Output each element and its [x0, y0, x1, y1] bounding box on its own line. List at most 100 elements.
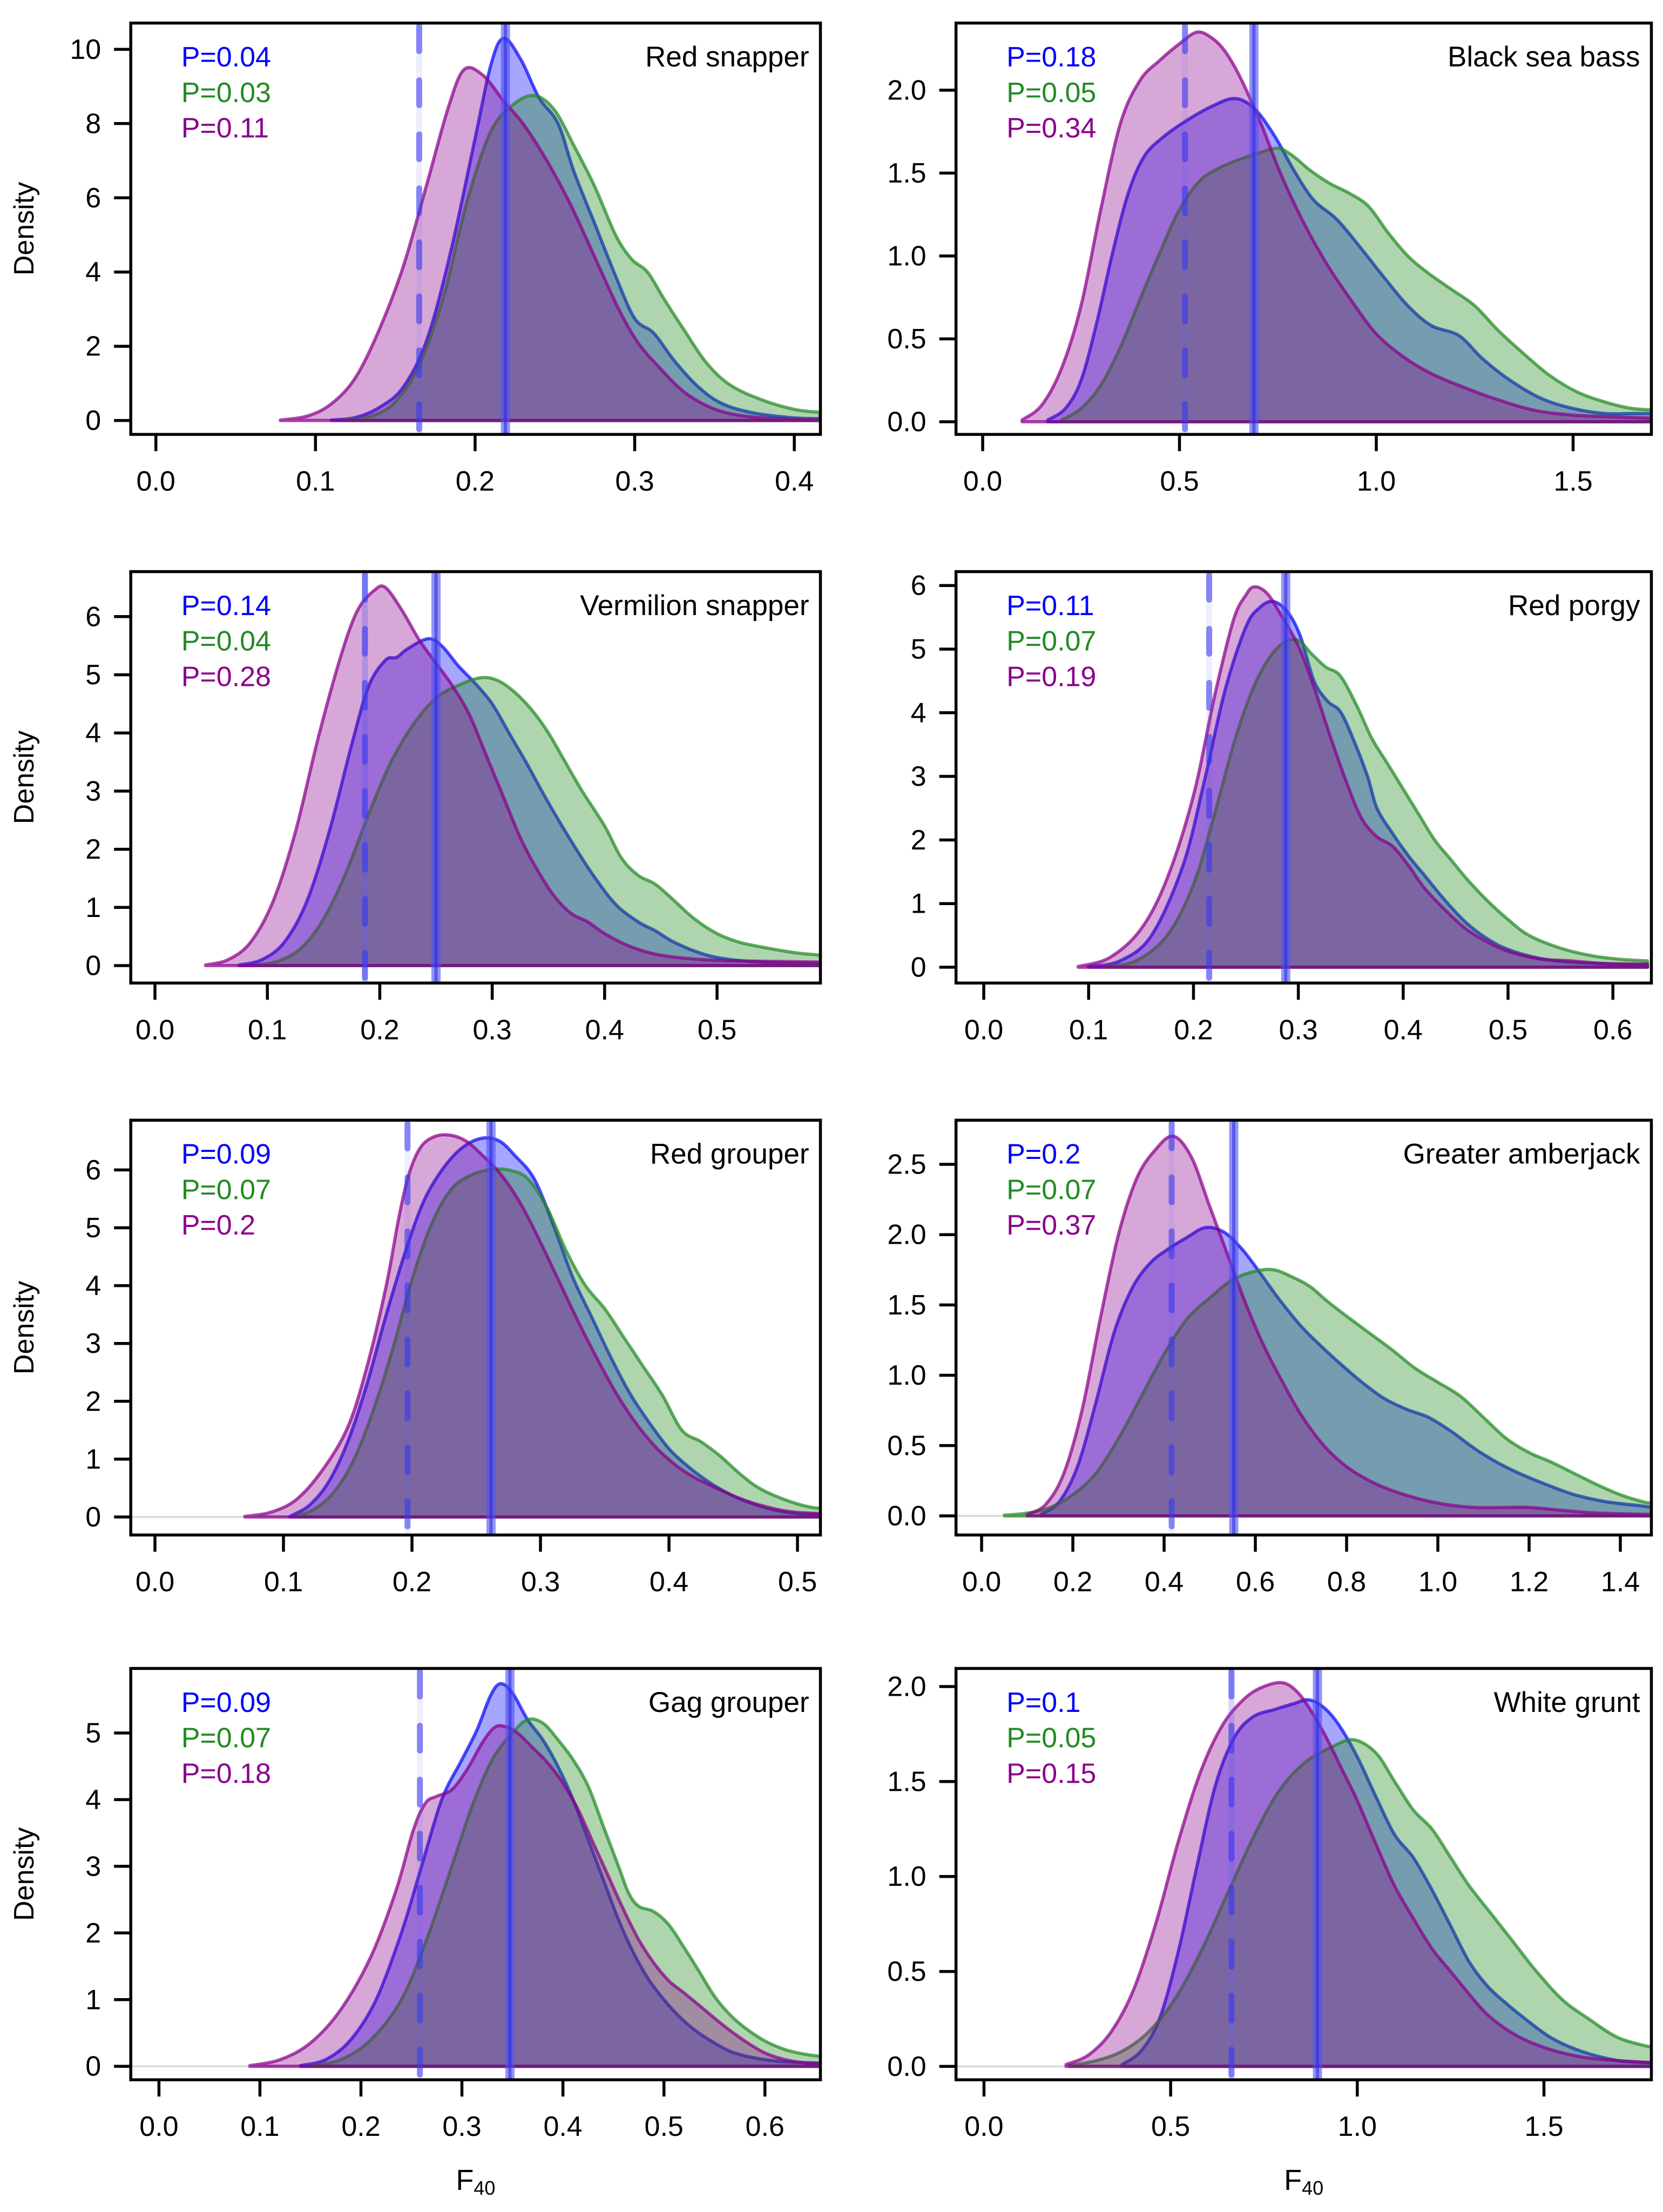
svg-text:P=0.09: P=0.09: [181, 1139, 271, 1170]
svg-text:0.0: 0.0: [964, 2111, 1003, 2142]
svg-text:3: 3: [85, 775, 101, 807]
svg-text:0.4: 0.4: [775, 466, 814, 497]
svg-text:2.0: 2.0: [887, 1671, 926, 1703]
svg-text:1: 1: [911, 888, 927, 920]
svg-text:3: 3: [911, 761, 927, 792]
svg-text:1: 1: [85, 892, 101, 923]
svg-text:1.0: 1.0: [1338, 2111, 1377, 2142]
svg-text:2: 2: [85, 834, 101, 865]
svg-text:0.3: 0.3: [1279, 1014, 1317, 1046]
svg-text:P=0.07: P=0.07: [1006, 1174, 1096, 1205]
svg-text:P=0.28: P=0.28: [181, 661, 271, 692]
svg-text:0.4: 0.4: [1145, 1566, 1184, 1597]
svg-text:0.0: 0.0: [962, 1566, 1001, 1597]
svg-text:2.0: 2.0: [887, 1219, 926, 1251]
svg-text:Red grouper: Red grouper: [650, 1138, 809, 1170]
svg-text:0.5: 0.5: [1160, 466, 1199, 497]
svg-text:P=0.03: P=0.03: [181, 77, 271, 109]
svg-text:0.2: 0.2: [1053, 1566, 1092, 1597]
svg-text:1: 1: [85, 1444, 101, 1475]
svg-text:1.0: 1.0: [887, 1861, 926, 1892]
svg-text:0.2: 0.2: [456, 466, 495, 497]
svg-text:P=0.37: P=0.37: [1006, 1210, 1096, 1241]
svg-text:6: 6: [85, 183, 101, 214]
svg-text:0.6: 0.6: [1593, 1014, 1632, 1046]
svg-text:0.2: 0.2: [360, 1014, 399, 1046]
svg-text:P=0.11: P=0.11: [1006, 590, 1094, 622]
svg-text:0: 0: [85, 2051, 101, 2082]
svg-text:0: 0: [911, 952, 927, 983]
svg-text:0.5: 0.5: [887, 1430, 926, 1461]
svg-text:0.0: 0.0: [139, 2111, 178, 2142]
svg-text:1.5: 1.5: [1553, 466, 1592, 497]
svg-text:4: 4: [85, 257, 101, 288]
svg-text:5: 5: [85, 659, 101, 691]
svg-text:0.0: 0.0: [887, 407, 926, 438]
svg-text:5: 5: [85, 1212, 101, 1244]
svg-text:0.3: 0.3: [521, 1566, 560, 1597]
svg-text:1.0: 1.0: [887, 1360, 926, 1391]
svg-text:1.5: 1.5: [1524, 2111, 1563, 2142]
svg-text:Greater amberjack: Greater amberjack: [1403, 1138, 1640, 1170]
svg-text:0.6: 0.6: [746, 2111, 785, 2142]
svg-text:1: 1: [85, 1984, 101, 2015]
svg-text:0.5: 0.5: [778, 1566, 817, 1597]
svg-text:6: 6: [85, 1155, 101, 1186]
svg-text:8: 8: [85, 108, 101, 139]
svg-text:10: 10: [70, 34, 101, 65]
svg-text:4: 4: [85, 1784, 101, 1816]
svg-text:P=0.05: P=0.05: [1006, 1723, 1096, 1754]
svg-text:0.2: 0.2: [341, 2111, 380, 2142]
svg-text:5: 5: [85, 1718, 101, 1749]
svg-text:0.3: 0.3: [615, 466, 654, 497]
svg-text:P=0.18: P=0.18: [1006, 42, 1096, 73]
svg-text:0.4: 0.4: [1384, 1014, 1423, 1046]
svg-text:0.1: 0.1: [1069, 1014, 1108, 1046]
svg-text:1.5: 1.5: [887, 158, 926, 189]
svg-text:P=0.1: P=0.1: [1006, 1687, 1080, 1718]
svg-text:P=0.04: P=0.04: [181, 42, 271, 73]
svg-text:Gag grouper: Gag grouper: [648, 1687, 809, 1718]
svg-text:0.0: 0.0: [136, 1566, 174, 1597]
svg-text:Red snapper: Red snapper: [645, 41, 809, 73]
svg-text:P=0.05: P=0.05: [1006, 77, 1096, 109]
svg-text:6: 6: [911, 570, 927, 602]
svg-text:0.4: 0.4: [543, 2111, 582, 2142]
svg-text:0: 0: [85, 405, 101, 436]
svg-text:0.5: 0.5: [1489, 1014, 1527, 1046]
svg-text:1.0: 1.0: [887, 241, 926, 272]
svg-text:Density: Density: [9, 1281, 40, 1374]
svg-text:0.0: 0.0: [136, 1014, 174, 1046]
svg-text:0.2: 0.2: [393, 1566, 431, 1597]
svg-text:0: 0: [85, 1502, 101, 1533]
svg-text:1.5: 1.5: [887, 1766, 926, 1797]
svg-text:P=0.14: P=0.14: [181, 590, 271, 622]
svg-text:0.0: 0.0: [887, 2051, 926, 2082]
svg-text:4: 4: [85, 718, 101, 749]
svg-text:P=0.2: P=0.2: [181, 1210, 255, 1241]
svg-text:Density: Density: [9, 731, 40, 824]
svg-text:0.5: 0.5: [698, 1014, 736, 1046]
svg-text:0.3: 0.3: [442, 2111, 481, 2142]
svg-text:0.1: 0.1: [296, 466, 335, 497]
svg-text:White grunt: White grunt: [1493, 1687, 1640, 1718]
svg-text:0.5: 0.5: [645, 2111, 684, 2142]
svg-text:P=0.04: P=0.04: [181, 626, 271, 657]
svg-text:4: 4: [911, 697, 927, 729]
svg-text:P=0.15: P=0.15: [1006, 1758, 1096, 1789]
svg-text:0.0: 0.0: [963, 466, 1002, 497]
svg-text:P=0.09: P=0.09: [181, 1687, 271, 1718]
svg-text:2: 2: [85, 1386, 101, 1417]
svg-text:1.5: 1.5: [887, 1290, 926, 1321]
svg-text:3: 3: [85, 1851, 101, 1882]
svg-text:0.4: 0.4: [650, 1566, 688, 1597]
svg-text:3: 3: [85, 1328, 101, 1359]
svg-text:0.0: 0.0: [137, 466, 175, 497]
svg-text:0.1: 0.1: [264, 1566, 303, 1597]
svg-text:1.0: 1.0: [1418, 1566, 1457, 1597]
svg-text:P=0.07: P=0.07: [181, 1723, 271, 1754]
svg-text:P=0.07: P=0.07: [1006, 626, 1096, 657]
svg-text:0.0: 0.0: [964, 1014, 1003, 1046]
svg-text:P=0.34: P=0.34: [1006, 113, 1096, 144]
svg-text:0.5: 0.5: [887, 1956, 926, 1987]
